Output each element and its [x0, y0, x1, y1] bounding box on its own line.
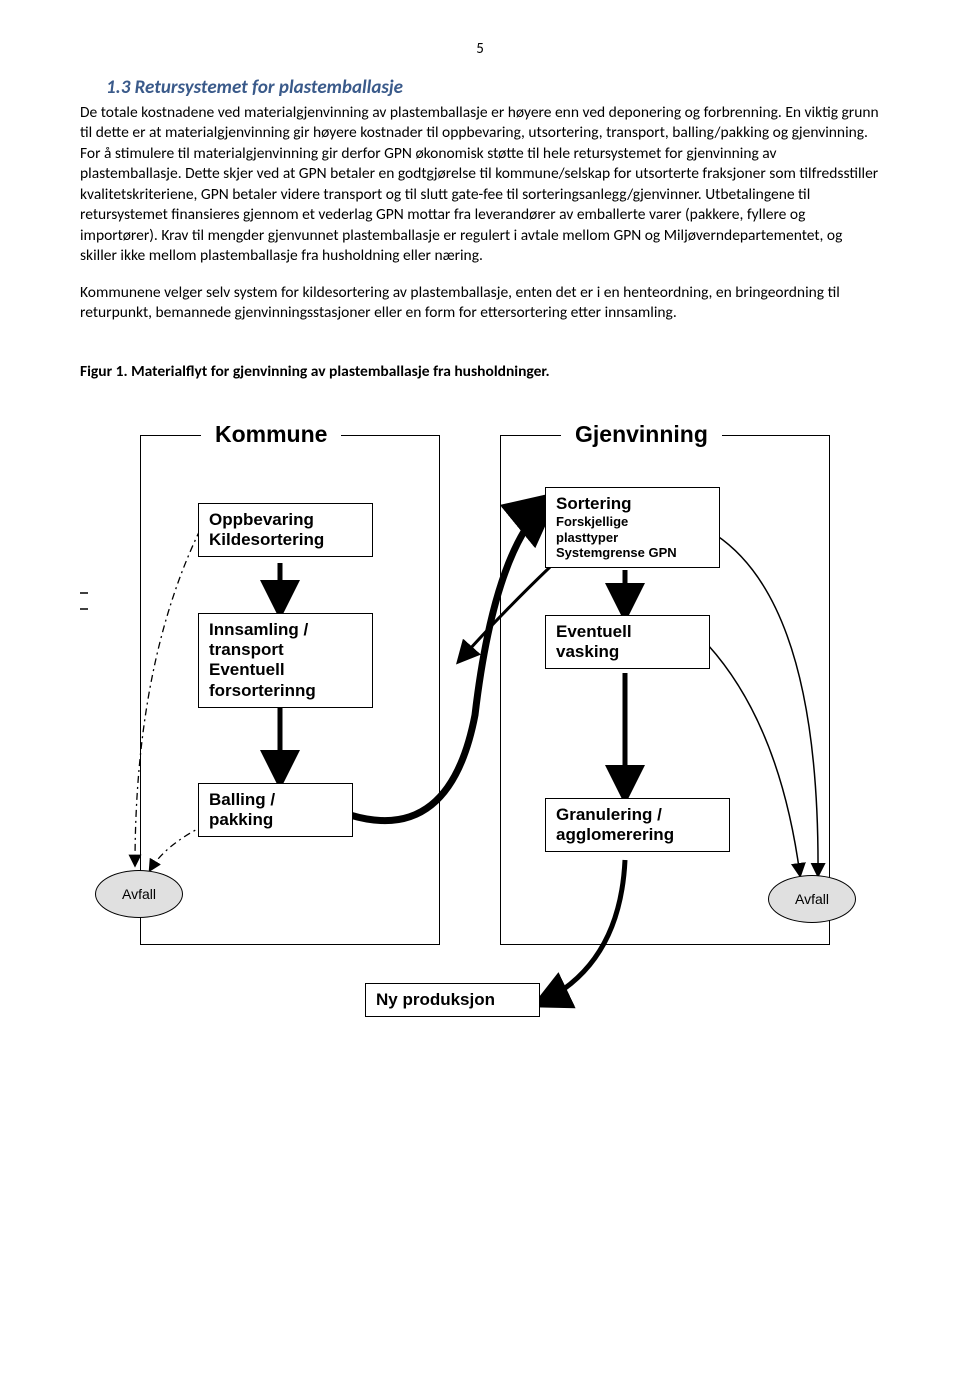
paragraph-2: Kommunene velger selv system for kildeso… — [80, 283, 880, 324]
figure-caption: Figur 1. Materialflyt for gjenvinning av… — [80, 362, 880, 381]
group-gjenvinning-label: Gjenvinning — [561, 421, 722, 448]
flowchart-diagram: Kommune Gjenvinning — [80, 405, 880, 1045]
node-vasking-line2: vasking — [556, 642, 699, 662]
node-vasking: Eventuell vasking — [545, 615, 710, 670]
node-innsamling-line3: Eventuell — [209, 660, 362, 680]
node-balling-line2: pakking — [209, 810, 342, 830]
node-oppbevaring-line2: Kildesortering — [209, 530, 362, 550]
node-oppbevaring: Oppbevaring Kildesortering — [198, 503, 373, 558]
node-innsamling: Innsamling / transport Eventuell forsort… — [198, 613, 373, 709]
node-innsamling-line2: transport — [209, 640, 362, 660]
node-granulering-line2: agglomerering — [556, 825, 719, 845]
node-sortering: Sortering Forskjellige plasttyper System… — [545, 487, 720, 568]
page-number: 5 — [80, 40, 880, 58]
node-sortering-line1: Sortering — [556, 494, 709, 514]
section-heading: 1.3 Retursystemet for plastemballasje — [106, 76, 880, 99]
node-sortering-line3: plasttyper — [556, 530, 709, 546]
group-kommune-label: Kommune — [201, 421, 341, 448]
node-oppbevaring-line1: Oppbevaring — [209, 510, 362, 530]
node-nyproduksjon-line1: Ny produksjon — [376, 990, 529, 1010]
node-innsamling-line4: forsorterinng — [209, 681, 362, 701]
node-granulering: Granulering / agglomerering — [545, 798, 730, 853]
node-nyproduksjon: Ny produksjon — [365, 983, 540, 1017]
node-sortering-line2: Forskjellige — [556, 514, 709, 530]
node-innsamling-line1: Innsamling / — [209, 620, 362, 640]
node-balling-line1: Balling / — [209, 790, 342, 810]
avfall-left: Avfall — [95, 870, 183, 918]
node-sortering-line4: Systemgrense GPN — [556, 545, 709, 561]
node-balling: Balling / pakking — [198, 783, 353, 838]
node-granulering-line1: Granulering / — [556, 805, 719, 825]
paragraph-1: De totale kostnadene ved materialgjenvin… — [80, 103, 880, 267]
avfall-right: Avfall — [768, 875, 856, 923]
node-vasking-line1: Eventuell — [556, 622, 699, 642]
